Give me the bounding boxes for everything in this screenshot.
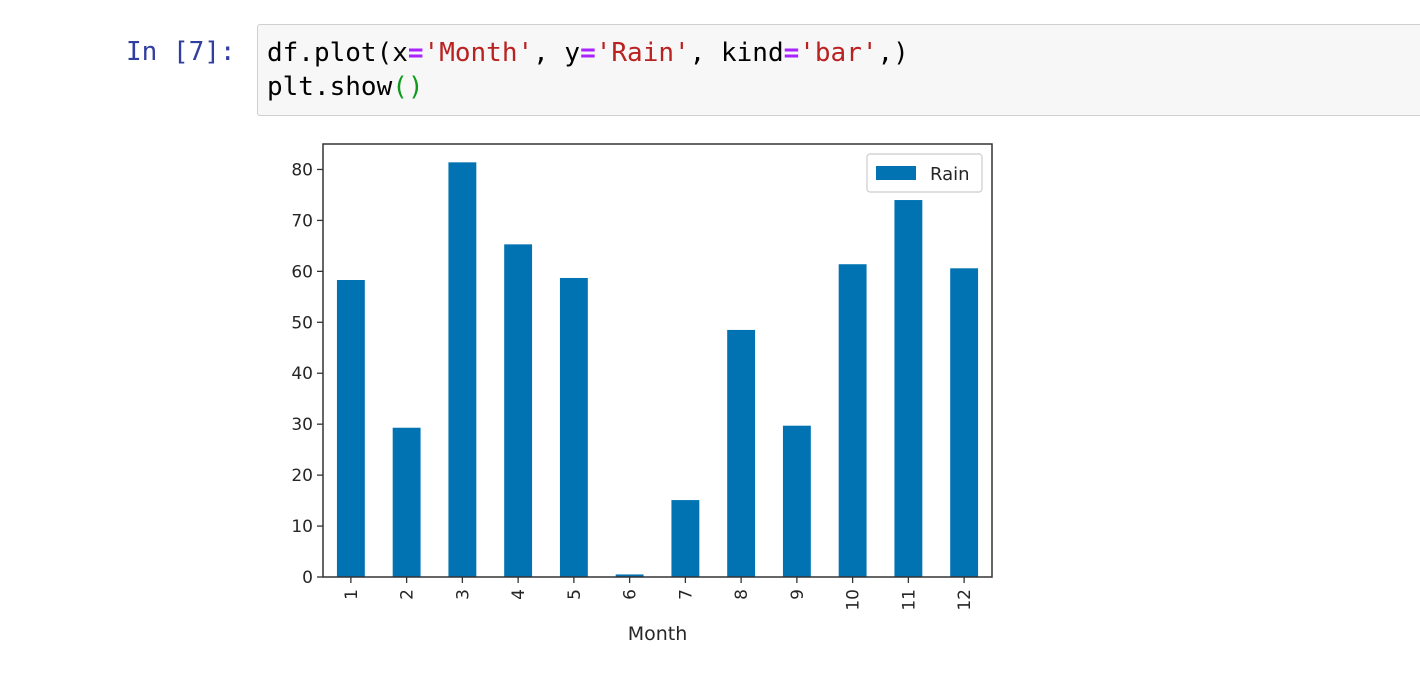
code-string: 'bar' xyxy=(799,38,878,68)
code-operator: = xyxy=(580,38,596,68)
x-tick-label-2: 2 xyxy=(398,589,418,600)
legend-swatch xyxy=(876,166,916,180)
code-token: ,) xyxy=(877,38,909,68)
code-string: 'Rain' xyxy=(595,38,690,68)
code-cell-editor[interactable]: df.plot(x='Month', y='Rain', kind='bar',… xyxy=(257,24,1420,116)
y-tick-label-80: 80 xyxy=(291,160,313,180)
y-tick-label-70: 70 xyxy=(291,211,313,231)
input-prompt: In [7]: xyxy=(126,37,236,67)
y-tick-label-0: 0 xyxy=(302,568,313,588)
bar-12 xyxy=(950,268,979,577)
code-line-1[interactable]: df.plot(x='Month', y='Rain', kind='bar',… xyxy=(267,37,909,69)
bar-8 xyxy=(727,329,756,577)
y-tick-label-10: 10 xyxy=(291,517,313,537)
code-string: 'Month' xyxy=(423,38,534,68)
legend-box xyxy=(866,153,983,193)
y-tick-label-30: 30 xyxy=(291,415,313,435)
plot-frame xyxy=(322,143,993,578)
y-tick-label-40: 40 xyxy=(291,364,313,384)
code-paren: () xyxy=(392,72,424,102)
code-operator: = xyxy=(783,38,800,68)
code-token: plt.show xyxy=(267,72,393,102)
code-token: , y xyxy=(533,38,581,68)
y-tick-label-20: 20 xyxy=(291,466,313,486)
bar-5 xyxy=(559,277,588,577)
code-operator: = xyxy=(407,38,424,68)
bar-4 xyxy=(504,244,533,577)
y-tick-label-60: 60 xyxy=(291,262,313,282)
bar-1 xyxy=(336,280,365,577)
x-tick-label-7: 7 xyxy=(676,589,696,600)
x-tick-label-3: 3 xyxy=(453,589,473,600)
x-tick-label-11: 11 xyxy=(899,589,919,611)
bar-2 xyxy=(392,427,421,577)
x-axis-label: Month xyxy=(628,623,688,645)
bar-11 xyxy=(894,200,923,577)
bar-6 xyxy=(615,574,644,577)
code-token: df.plot(x xyxy=(267,38,408,68)
bar-7 xyxy=(671,500,700,577)
x-tick-label-6: 6 xyxy=(621,589,641,600)
x-tick-label-1: 1 xyxy=(342,589,362,600)
cell-output: 0 10 20 30 40 50 60 70 80 1 2 3 4 5 6 7 8 9 10 11 12 Month Rai… xyxy=(270,130,1030,660)
legend-label-rain: Rain xyxy=(930,164,970,185)
x-tick-label-4: 4 xyxy=(509,589,529,600)
bar-9 xyxy=(782,425,811,577)
code-line-2[interactable]: plt.show() xyxy=(267,71,424,103)
bar-3 xyxy=(448,162,477,577)
x-tick-label-8: 8 xyxy=(732,589,752,600)
x-tick-label-9: 9 xyxy=(788,589,808,600)
code-token: , kind xyxy=(689,38,784,68)
x-tick-label-5: 5 xyxy=(565,589,585,600)
y-tick-label-50: 50 xyxy=(291,313,313,333)
x-tick-label-10: 10 xyxy=(844,589,864,611)
x-tick-label-12: 12 xyxy=(955,589,975,611)
bar-10 xyxy=(838,264,867,577)
